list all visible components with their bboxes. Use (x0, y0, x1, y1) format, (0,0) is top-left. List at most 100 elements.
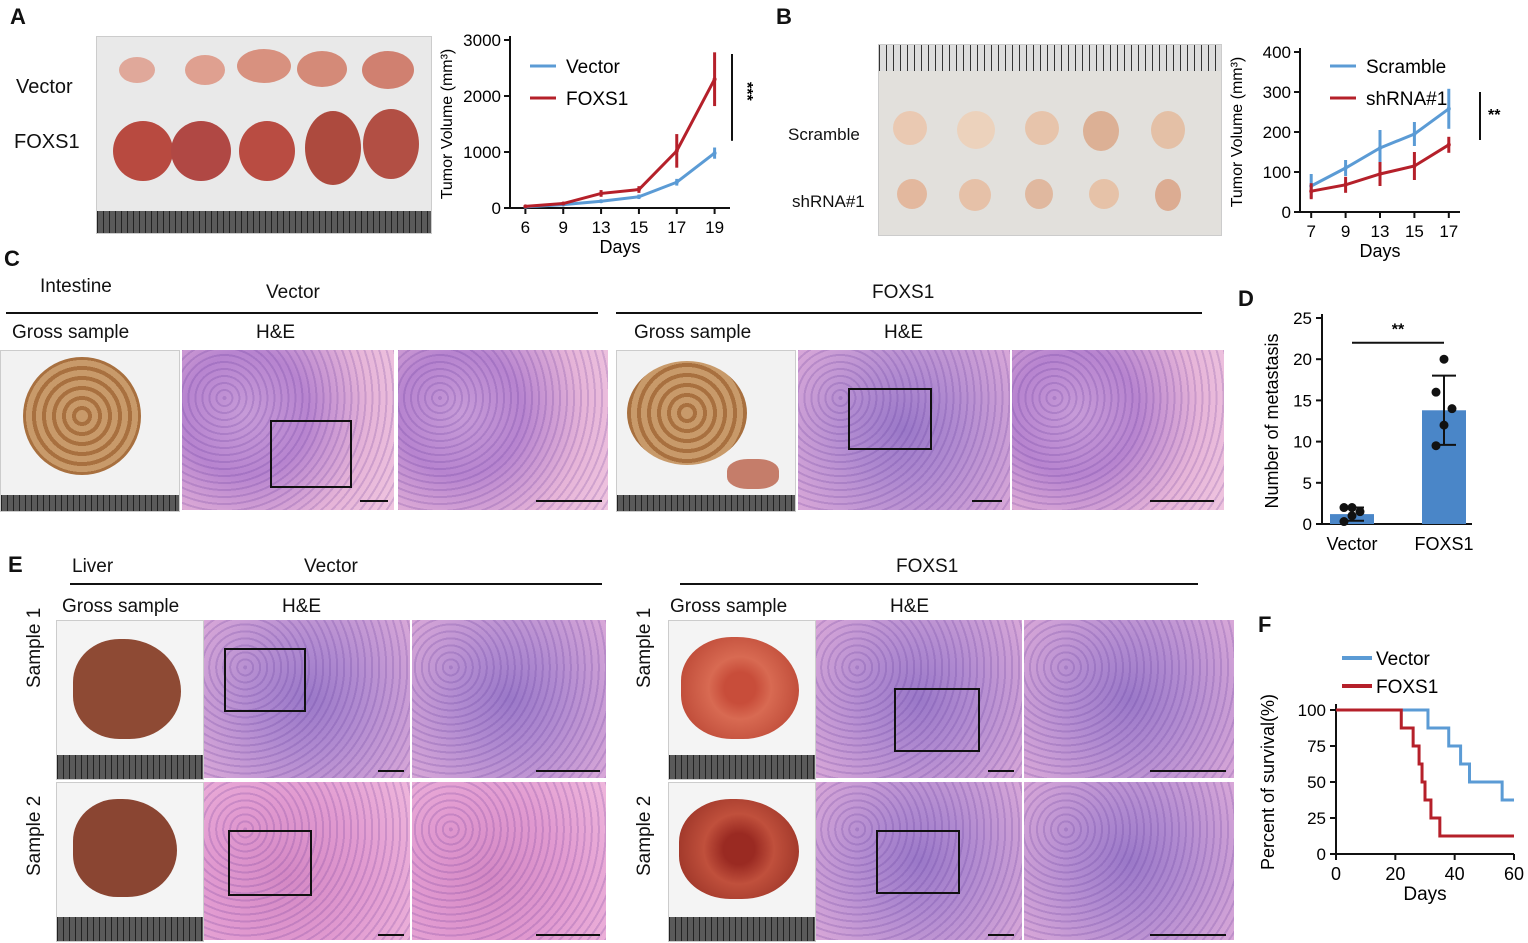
x-tick-label: 20 (1385, 864, 1405, 884)
y-tick-label: 10 (1293, 433, 1312, 452)
panel-label-c: C (4, 246, 20, 271)
significance-stars: ** (1488, 107, 1501, 124)
x-tick-label: 0 (1331, 864, 1341, 884)
x-tick-label: Vector (1326, 534, 1377, 554)
panel-label-b: B (776, 4, 792, 29)
data-point (1339, 503, 1349, 513)
liver-he-foxs1-2-high (1024, 782, 1234, 940)
y-tick-label: 2000 (463, 87, 501, 106)
legend-label: FOXS1 (566, 89, 628, 110)
zoom-box (270, 420, 352, 488)
group-label-foxs1: FOXS1 (872, 282, 935, 303)
data-point (1309, 189, 1314, 194)
data-point (523, 204, 528, 209)
data-point (1439, 354, 1449, 364)
row-label-vector: Vector (16, 76, 73, 98)
he-label: H&E (884, 322, 924, 343)
data-point (1343, 166, 1348, 170)
he-label: H&E (256, 322, 296, 343)
tumor-photo-b (878, 44, 1222, 236)
y-tick-label: 0 (1303, 515, 1312, 534)
liver-he-vector-2-high (412, 782, 606, 940)
intestine-gross-vector (0, 350, 180, 512)
legend-label: shRNA#1 (1366, 89, 1447, 110)
group-label-vector: Vector (266, 282, 320, 303)
data-point (599, 199, 604, 204)
legend-label: Scramble (1366, 57, 1446, 78)
y-tick-label: 5 (1303, 474, 1312, 493)
he-label: H&E (282, 596, 322, 617)
y-tick-label: 0 (1282, 203, 1291, 222)
scale-bar (1150, 500, 1214, 502)
significance-stars: ** (1392, 322, 1405, 339)
zoom-box (848, 388, 932, 450)
data-point (1446, 106, 1451, 111)
liver-he-foxs1-2-low (816, 782, 1022, 940)
zoom-box (228, 830, 312, 896)
data-point (712, 151, 717, 156)
sample-2-label: Sample 2 (634, 795, 655, 876)
data-point (636, 194, 641, 199)
x-tick-label: 13 (1371, 222, 1390, 241)
gross-sample-label: Gross sample (634, 322, 752, 343)
scale-bar (988, 770, 1014, 772)
x-tick-label: 17 (667, 218, 686, 237)
panel-label-a: A (10, 4, 26, 29)
y-tick-label: 15 (1293, 391, 1312, 410)
data-point (1431, 387, 1441, 397)
group-divider (70, 583, 602, 585)
y-tick-label: 200 (1263, 123, 1291, 142)
scale-bar (378, 934, 404, 936)
y-axis-title: Tumor Volume (mm³) (1229, 57, 1246, 208)
panel-label-f: F (1258, 612, 1272, 637)
sample-1-label: Sample 1 (24, 607, 45, 688)
intestine-he-foxs1-high (1012, 350, 1224, 510)
legend-label: FOXS1 (1376, 677, 1438, 698)
liver-he-vector-1-high (412, 620, 606, 778)
he-label: H&E (890, 596, 930, 617)
gross-sample-label: Gross sample (12, 322, 130, 343)
chart-f: 0 25 50 75 100 0 20 40 60 Days Percent of survival… (1258, 649, 1524, 905)
data-point (1439, 420, 1449, 430)
row-label-shrna: shRNA#1 (792, 192, 865, 211)
data-point (1343, 182, 1348, 187)
x-tick-label: 60 (1504, 864, 1524, 884)
y-tick-label: 20 (1293, 350, 1312, 369)
y-axis-title: Tumor Volume (mm³) (439, 49, 456, 200)
x-tick-label: 19 (705, 218, 724, 237)
data-point (561, 201, 566, 206)
y-tick-label: 25 (1293, 309, 1312, 328)
zoom-box (894, 688, 980, 752)
data-point (1339, 517, 1349, 527)
y-tick-label: 100 (1298, 701, 1326, 720)
data-point (1431, 441, 1441, 451)
intestine-he-vector-high (398, 350, 608, 510)
row-label-foxs1: FOXS1 (14, 131, 80, 153)
y-tick-label: 100 (1263, 163, 1291, 182)
series-line (525, 78, 716, 208)
scale-bar (1150, 934, 1226, 936)
y-tick-label: 1000 (463, 143, 501, 162)
y-tick-label: 50 (1307, 773, 1326, 792)
y-axis-title: Percent of survival(%) (1258, 694, 1278, 870)
group-divider (6, 312, 598, 314)
intestine-he-vector-low (182, 350, 394, 510)
organ-label-liver: Liver (72, 556, 114, 577)
chart-a: 0 1000 2000 3000 6 9 13 15 17 19 Days Tumor Volume … (439, 31, 755, 257)
scale-bar (378, 770, 404, 772)
data-point (1347, 503, 1357, 513)
liver-gross-foxs1-2 (668, 782, 816, 942)
y-tick-label: 75 (1307, 737, 1326, 756)
y-tick-label: 25 (1307, 809, 1326, 828)
panel-label-e: E (8, 552, 23, 577)
x-tick-label: FOXS1 (1414, 534, 1473, 554)
scale-bar (360, 500, 388, 502)
data-point (1412, 164, 1417, 168)
data-point (636, 187, 641, 192)
data-point (1412, 132, 1417, 136)
zoom-box (876, 830, 960, 894)
liver-he-vector-2-low (204, 782, 410, 940)
data-point (1378, 146, 1382, 150)
liver-gross-vector-2 (56, 782, 204, 942)
x-axis-title: Days (1359, 241, 1400, 261)
